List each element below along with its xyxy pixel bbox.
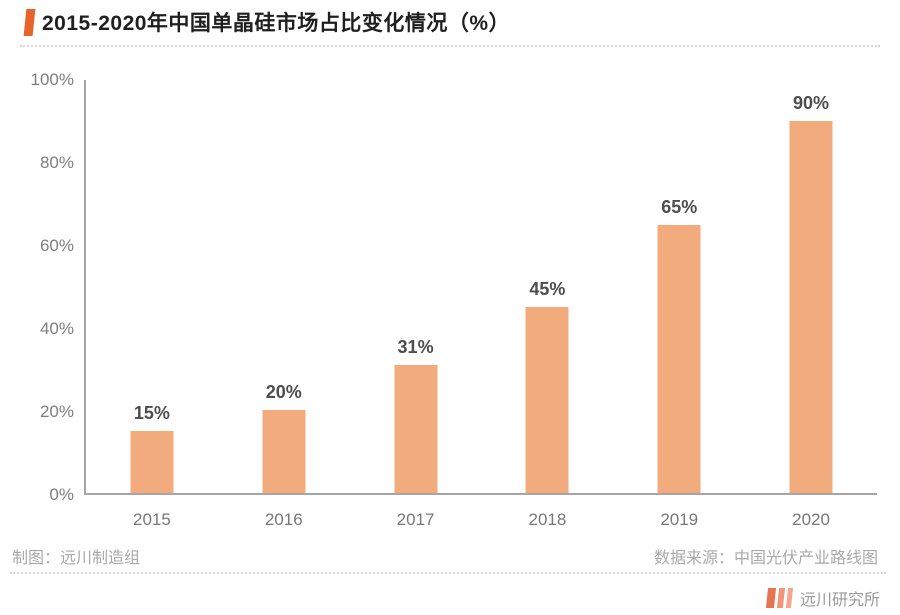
bar-2015 xyxy=(130,431,174,493)
x-axis-tick-label: 2020 xyxy=(792,510,830,529)
bar-2020 xyxy=(789,121,833,493)
header-dotted-divider xyxy=(20,45,880,47)
y-axis-tick-label: 20% xyxy=(39,402,74,421)
x-axis-tick-label: 2015 xyxy=(133,510,171,529)
bar-2016 xyxy=(262,410,306,493)
x-axis-tick-label: 2018 xyxy=(528,510,567,529)
logo-bar-icon xyxy=(776,588,786,608)
logo-bar-icon xyxy=(765,588,777,608)
bar-slot: 90% 2020 xyxy=(745,80,877,529)
bar-slot: 15% 2015 xyxy=(86,80,218,529)
yuanchuan-logo-icon xyxy=(765,588,794,608)
bar-value-label: 20% xyxy=(265,382,302,403)
title-accent-marker xyxy=(23,9,36,36)
bar-2018 xyxy=(525,307,569,493)
bar-value-label: 90% xyxy=(793,93,830,114)
bar-value-label: 31% xyxy=(397,336,434,357)
brand-name: 远川研究所 xyxy=(799,592,880,609)
bar-value-label: 65% xyxy=(661,196,698,217)
brand-footer: 远川研究所 xyxy=(765,586,880,610)
x-axis-tick-label: 2019 xyxy=(660,510,699,529)
y-axis-tick-label: 40% xyxy=(39,319,74,338)
data-source-text: 数据来源：中国光伏产业路线图 xyxy=(653,550,878,567)
x-axis-tick-label: 2017 xyxy=(396,510,435,529)
bar-2019 xyxy=(657,224,701,493)
bar-slot: 20% 2016 xyxy=(218,80,350,529)
x-axis-tick-label: 2016 xyxy=(264,510,303,529)
bar-slot: 45% 2018 xyxy=(481,80,613,529)
y-axis-tick-label: 60% xyxy=(39,236,74,255)
bar-slot: 31% 2017 xyxy=(350,80,482,529)
bar-value-label: 15% xyxy=(133,403,170,424)
page-title: 2015-2020年中国单晶硅市场占比变化情况（%） xyxy=(42,12,511,35)
logo-bar-icon xyxy=(785,588,794,608)
y-axis-tick-label: 80% xyxy=(39,153,74,172)
bar-slot: 65% 2019 xyxy=(613,80,745,529)
bar-2017 xyxy=(394,364,438,493)
chart-credit-text: 制图：远川制造组 xyxy=(12,550,141,567)
y-axis-tick-label: 0% xyxy=(49,485,74,504)
bar-chart-plot-area: 15% 2015 20% 2016 31% 2017 45% 2018 65% 2019 90% 20… xyxy=(84,80,877,529)
y-axis-tick-label: 100% xyxy=(30,70,74,89)
footer-dotted-divider xyxy=(10,572,886,574)
bar-value-label: 45% xyxy=(529,279,566,300)
